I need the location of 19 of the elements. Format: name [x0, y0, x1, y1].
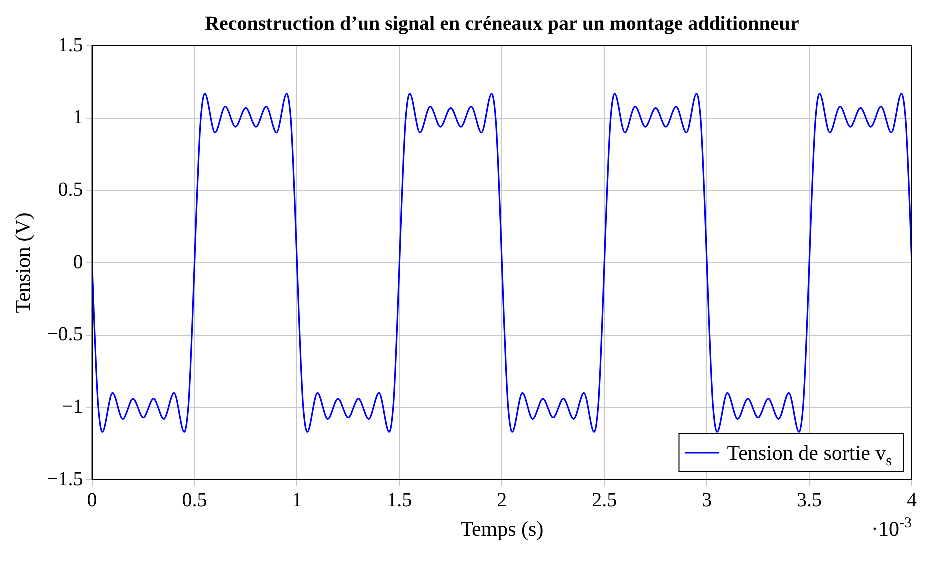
- y-tick-label: −1.5: [47, 468, 84, 490]
- x-tick-label: 0.5: [182, 489, 208, 512]
- x-axis-title: Temps (s): [460, 517, 544, 541]
- y-tick-label: −0.5: [47, 324, 84, 346]
- y-axis-title: Tension (V): [11, 212, 35, 314]
- y-tick-label: 1: [73, 106, 84, 129]
- x-tick-label: 1: [292, 489, 302, 512]
- y-tick-label: 1.5: [58, 34, 84, 56]
- x-tick-label: 4: [907, 489, 917, 512]
- y-tick-label: 0.5: [58, 178, 84, 201]
- x-tick-label: 2: [497, 489, 508, 512]
- x-tick-label: 1.5: [387, 489, 412, 512]
- y-tick-label: −1: [62, 396, 84, 418]
- x-tick-label: 3: [702, 489, 712, 512]
- chart-title: Reconstruction d’un signal en créneaux par un montage additionneur: [205, 13, 800, 35]
- x-tick-label: 2.5: [592, 489, 618, 512]
- x-tick-label: 3.5: [797, 489, 822, 512]
- y-tick-label: 0: [73, 251, 84, 274]
- x-tick-label: 0: [87, 489, 98, 512]
